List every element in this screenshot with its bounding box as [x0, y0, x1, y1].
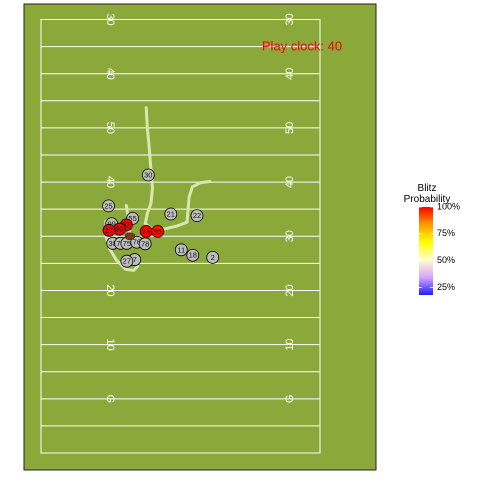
- yard-number-left: 40: [104, 176, 116, 188]
- yard-number-left: 40: [104, 68, 116, 80]
- player-number-label: 17: [105, 226, 113, 235]
- player-number-label: 38: [109, 239, 117, 248]
- offense-marker: 18: [186, 248, 200, 262]
- yard-number-left: G: [104, 395, 116, 404]
- player-point: [186, 248, 200, 262]
- player-point: [174, 243, 188, 257]
- player-point: [138, 237, 152, 251]
- football-marker: [124, 232, 136, 241]
- field-background: [23, 3, 377, 471]
- legend-title: Blitz: [418, 183, 437, 194]
- player-number-label: 21: [167, 210, 175, 219]
- yard-number-left: 10: [104, 339, 116, 351]
- player-number-label: 99: [107, 219, 115, 228]
- player-number-label: 11: [177, 245, 185, 254]
- player-number-label: 25: [104, 201, 112, 210]
- player-number-label: 78: [141, 239, 149, 248]
- offense-marker: 21: [164, 207, 178, 221]
- yard-number-right: 30: [284, 230, 296, 242]
- player-number-label: 90: [115, 225, 123, 234]
- yard-number-left: 20: [104, 284, 116, 296]
- player-point: [164, 207, 178, 221]
- player-number-label: 27: [123, 257, 131, 266]
- offense-marker: 25: [102, 199, 115, 213]
- player-point: [141, 168, 155, 182]
- player-number-label: 18: [189, 251, 197, 260]
- yard-number-right: 20: [284, 284, 296, 296]
- player-point: [151, 224, 165, 238]
- offense-marker: 27: [120, 254, 134, 268]
- offense-marker: 78: [138, 237, 152, 251]
- player-number-label: 7: [133, 255, 137, 264]
- player-point: [102, 223, 116, 237]
- offense-marker: 30: [141, 168, 155, 182]
- player-number-label: 2: [211, 253, 215, 262]
- player-number-label: 55: [128, 214, 136, 223]
- yard-number-right: 40: [284, 176, 296, 188]
- yard-number-left: 30: [104, 13, 116, 25]
- offense-marker: 22: [190, 209, 204, 223]
- yard-number-right: 30: [284, 13, 296, 25]
- defender-marker: 17: [102, 223, 116, 237]
- player-number-label: 76: [133, 238, 141, 247]
- player-number-label: 30: [144, 171, 152, 180]
- player-track: [104, 219, 140, 272]
- players: 3025212255995390177395387175767811182727: [102, 168, 220, 268]
- player-point: [120, 254, 134, 268]
- player-point: [190, 209, 204, 223]
- legend-tick-label: 25%: [437, 282, 455, 292]
- player-number-label: 73: [142, 227, 150, 236]
- player-number-label: 22: [193, 211, 201, 220]
- offense-marker: 11: [174, 243, 188, 257]
- legend-title: Probability: [404, 194, 451, 205]
- yard-number-right: 50: [284, 122, 296, 134]
- legend-tick-label: 100%: [437, 201, 460, 211]
- yard-number-left: 50: [104, 122, 116, 134]
- defender-marker: 95: [151, 224, 165, 238]
- offense-marker: 2: [206, 250, 220, 264]
- yard-number-right: G: [284, 395, 296, 404]
- player-number-label: 95: [154, 227, 162, 236]
- legend-tick-label: 50%: [437, 255, 455, 265]
- player-point: [102, 199, 115, 213]
- play-clock-label: Play clock: 40: [262, 38, 342, 53]
- player-number-label: 53: [122, 220, 130, 229]
- player-number-label: 75: [123, 239, 131, 248]
- defender-marker: 73: [139, 224, 153, 238]
- yard-number-right: 40: [284, 68, 296, 80]
- yard-number-right: 10: [284, 339, 296, 351]
- legend-tick-label: 75%: [437, 228, 455, 238]
- player-point: [206, 250, 220, 264]
- legend-colorbar: [419, 207, 433, 295]
- yard-lines: [41, 46, 320, 427]
